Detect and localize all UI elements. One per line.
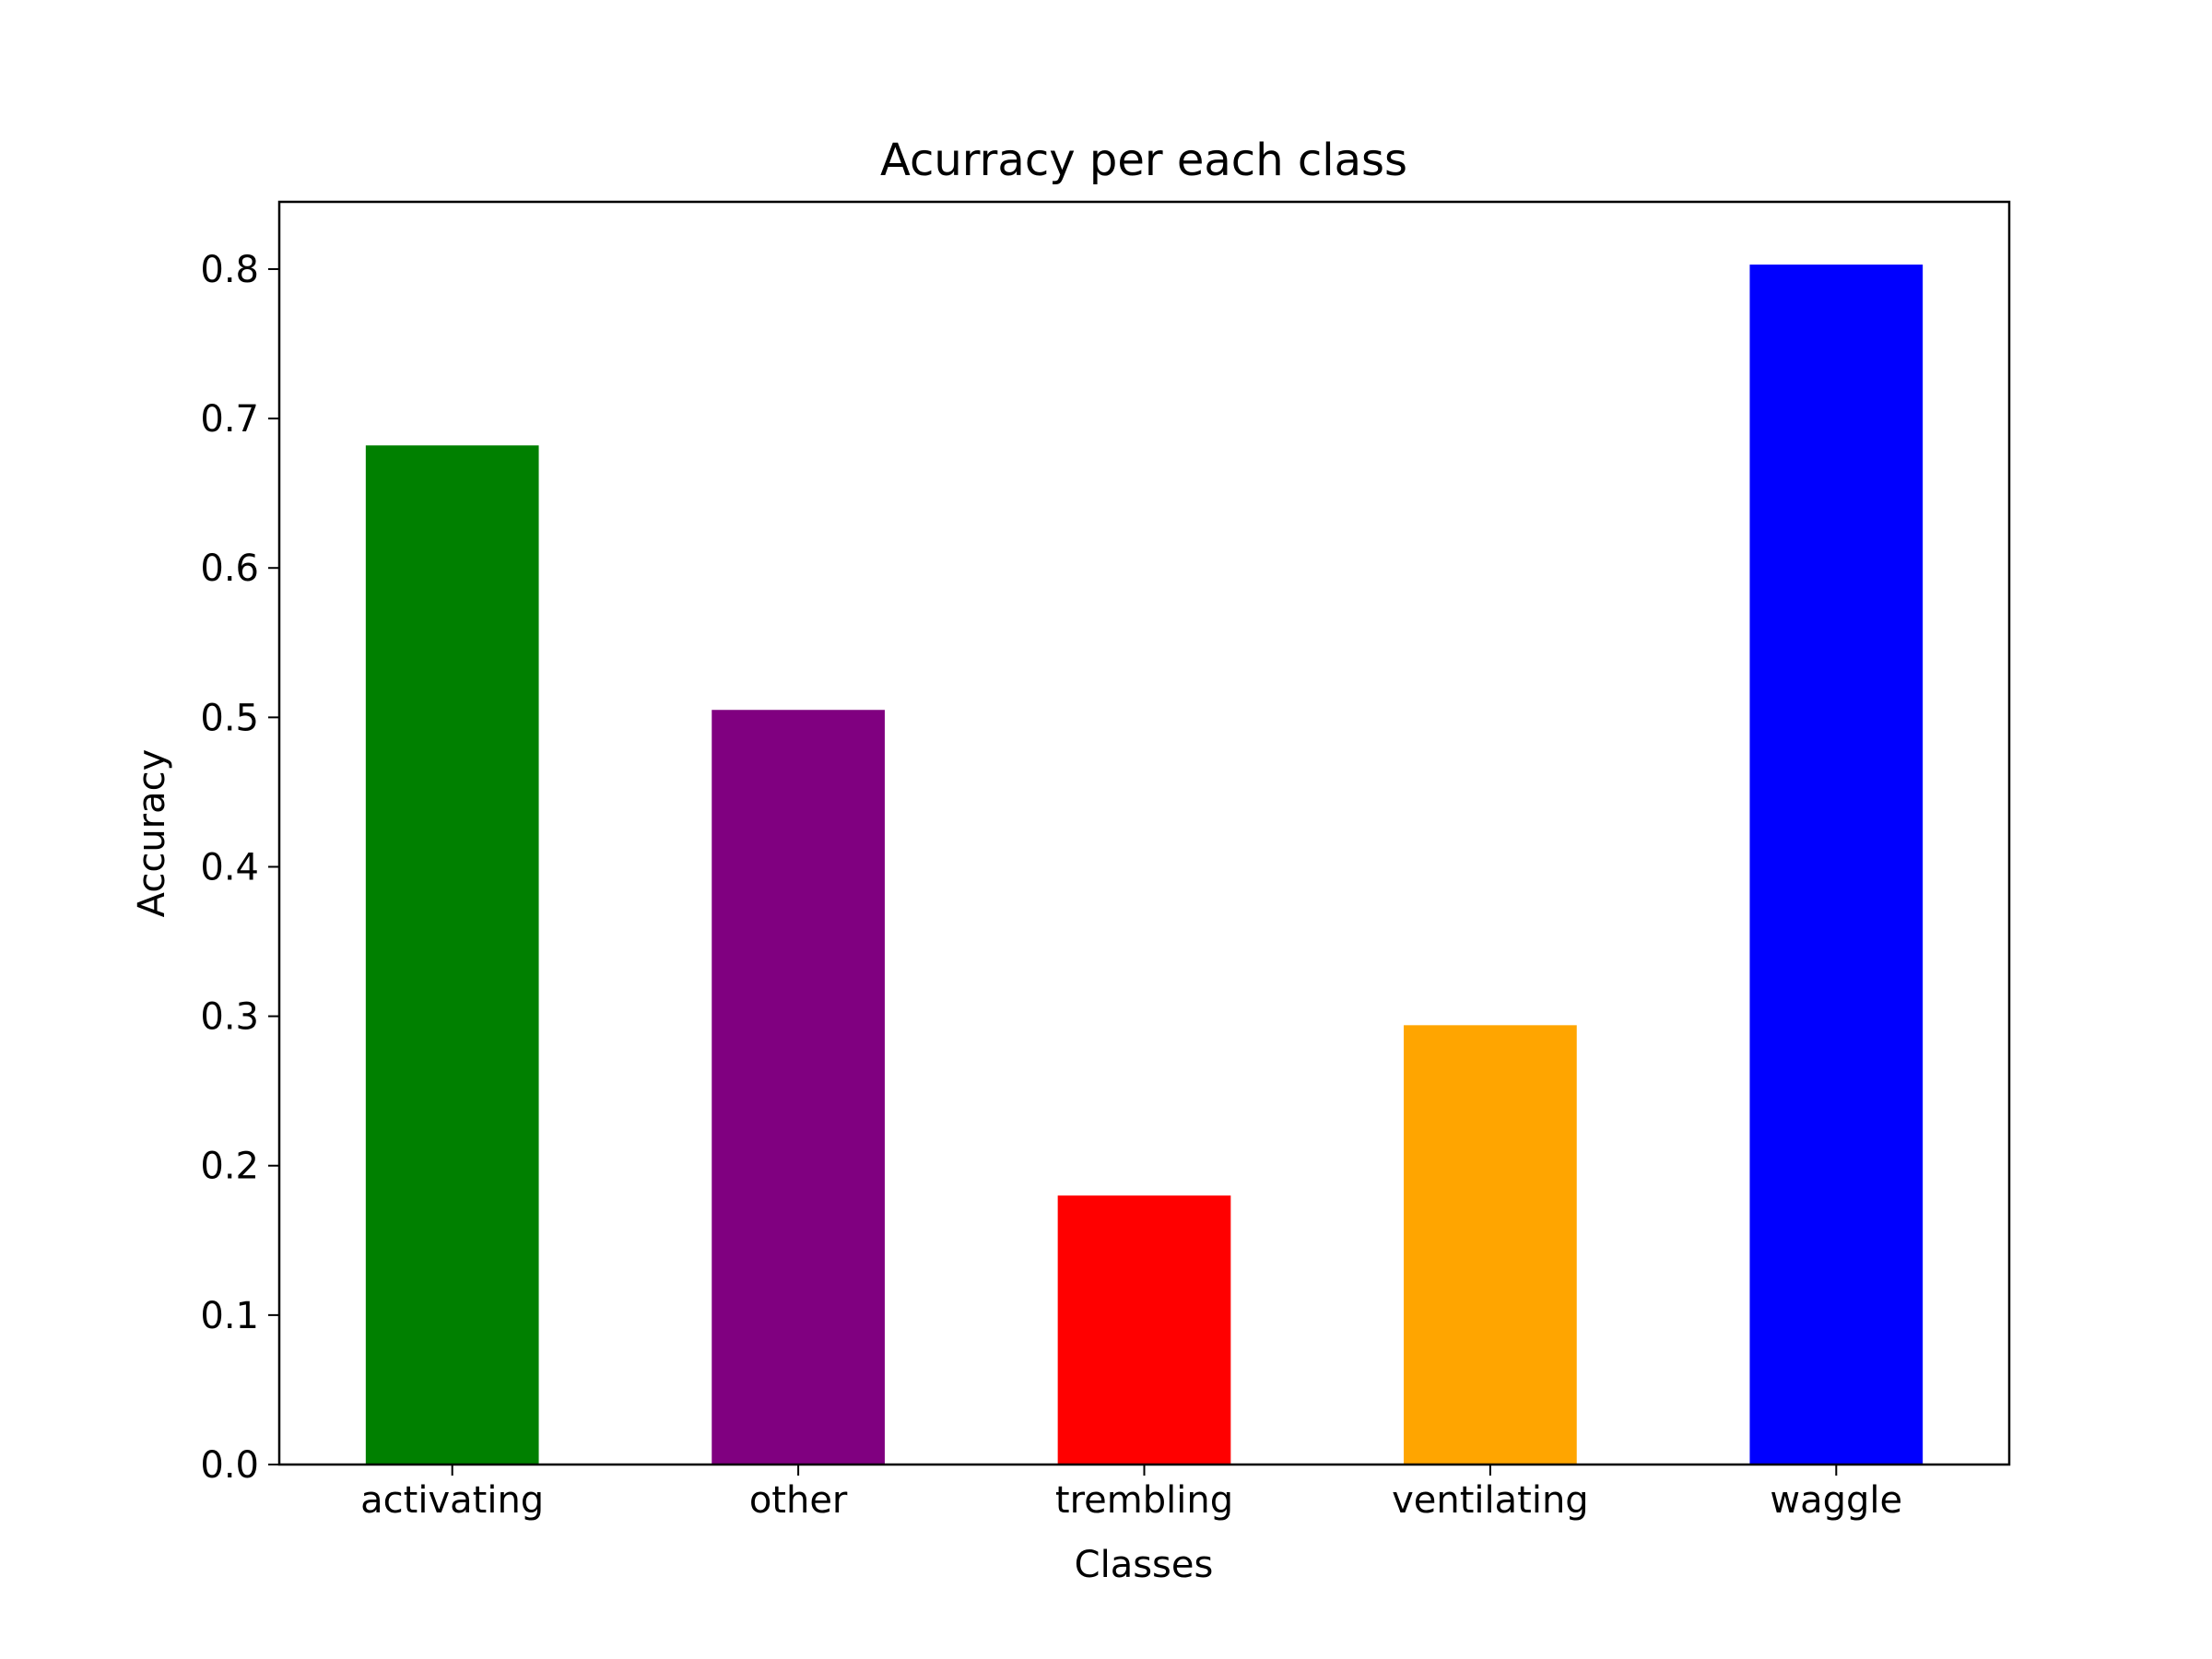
y-tick-label-0.2: 0.2 (200, 1146, 259, 1188)
y-tick-label-0.4: 0.4 (200, 846, 259, 888)
y-tick-label-0.0: 0.0 (200, 1444, 259, 1487)
x-axis-label: Classes (1075, 1544, 1214, 1586)
y-axis: 0.0 0.1 0.2 0.3 0.4 0.5 0.6 0.7 0.8 (200, 249, 279, 1487)
plot-frame (277, 200, 2011, 1466)
y-tick-label-0.1: 0.1 (200, 1295, 259, 1337)
bar-other (712, 710, 885, 1465)
bar-waggle (1749, 265, 1924, 1465)
y-axis-label: Accuracy (131, 749, 173, 918)
x-tick-label-trembling: trembling (1055, 1479, 1233, 1522)
y-tick-label-0.5: 0.5 (200, 697, 259, 739)
x-tick-label-other: other (749, 1479, 848, 1522)
x-tick-label-ventilating: ventilating (1392, 1479, 1589, 1522)
x-tick-label-activating: activating (360, 1479, 544, 1522)
bars-group (365, 265, 1924, 1465)
chart-title: Acurracy per each class (880, 135, 1407, 186)
y-tick-label-0.3: 0.3 (200, 996, 259, 1039)
bar-ventilating (1404, 1025, 1577, 1465)
bar-activating (365, 445, 539, 1465)
y-tick-label-0.8: 0.8 (200, 249, 259, 291)
y-tick-label-0.6: 0.6 (200, 547, 259, 590)
bar-trembling (1057, 1195, 1231, 1465)
x-axis: activating other trembling ventilating waggl… (360, 1465, 1902, 1522)
x-tick-label-waggle: waggle (1770, 1479, 1902, 1522)
y-tick-label-0.7: 0.7 (200, 398, 259, 441)
